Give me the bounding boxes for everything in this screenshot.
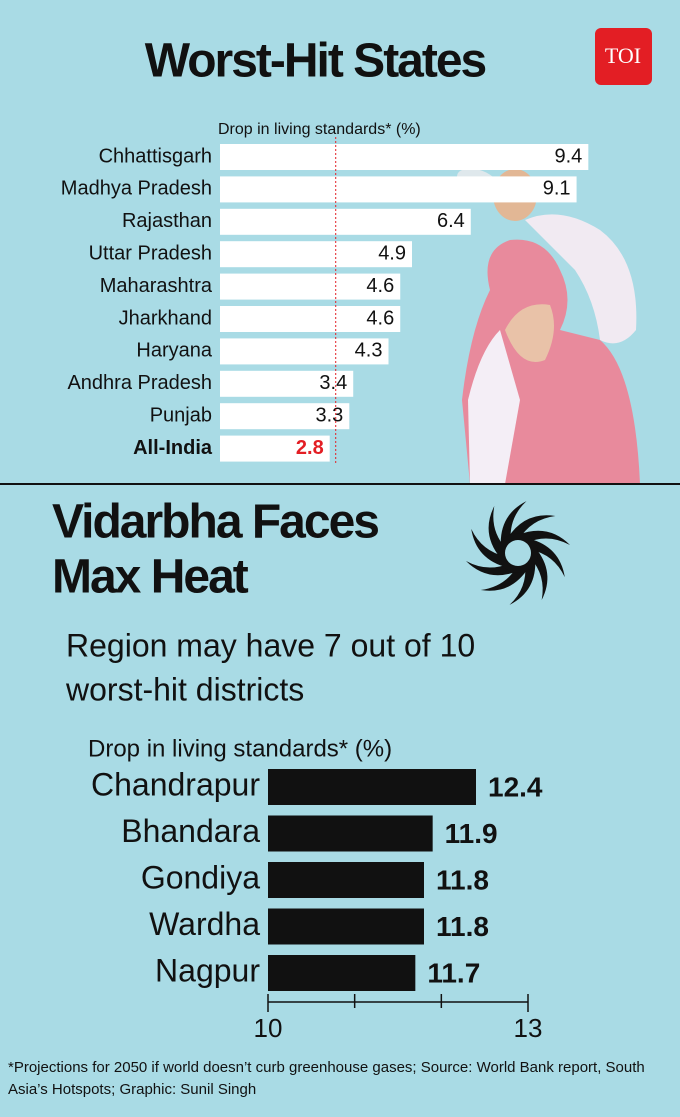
sun-blade xyxy=(509,558,536,605)
bar xyxy=(268,862,424,898)
bar xyxy=(220,241,412,268)
sun-eye xyxy=(505,540,531,566)
value-label: 4.6 xyxy=(366,275,394,297)
bar xyxy=(220,144,589,170)
category-label: Gondiya xyxy=(141,859,260,895)
subtitle: worst-hit districts xyxy=(65,671,304,707)
photo xyxy=(456,168,640,484)
value-label: 11.7 xyxy=(427,957,480,988)
sun-blade xyxy=(471,528,508,568)
chart-title: Worst-Hit States xyxy=(145,35,486,88)
logo: TOI xyxy=(605,43,641,68)
category-label: Jharkhand xyxy=(119,307,212,329)
value-label: 4.6 xyxy=(366,307,394,329)
category-label: Madhya Pradesh xyxy=(61,178,212,200)
category-label: Chandrapur xyxy=(91,766,260,802)
sun-blade xyxy=(518,530,570,545)
value-label: 3.4 xyxy=(319,372,347,394)
value-label: 9.1 xyxy=(543,178,571,200)
category-label: Uttar Pradesh xyxy=(89,242,212,264)
value-label: 11.9 xyxy=(445,818,498,849)
sun-blade xyxy=(528,538,565,578)
sun-icon xyxy=(466,501,570,605)
subtitle: Region may have 7 out of 10 xyxy=(66,627,475,663)
axis-label: Drop in living standards* (%) xyxy=(88,735,392,762)
bar xyxy=(220,176,577,203)
sun-blade xyxy=(466,561,518,576)
bar xyxy=(220,370,354,397)
category-label: Bhandara xyxy=(121,813,260,849)
category-label: Chhattisgarh xyxy=(99,145,212,167)
logo-box xyxy=(595,28,652,85)
sun-blade xyxy=(500,501,527,548)
category-label: Wardha xyxy=(149,906,260,942)
footnote: *Projections for 2050 if world doesn’t c… xyxy=(8,1059,645,1076)
bar xyxy=(220,338,389,365)
category-label: Maharashtra xyxy=(100,275,213,297)
category-label: Nagpur xyxy=(155,952,260,988)
value-label: 9.4 xyxy=(555,145,583,167)
category-label: Andhra Pradesh xyxy=(67,372,212,394)
value-label: 11.8 xyxy=(436,864,489,895)
value-label: 4.9 xyxy=(378,242,406,264)
x-tick-label: 10 xyxy=(254,1013,283,1043)
bar xyxy=(268,955,416,991)
value-label: 3.3 xyxy=(315,404,343,426)
value-label: 12.4 xyxy=(488,771,543,802)
category-label: Rajasthan xyxy=(122,210,212,232)
value-label: 6.4 xyxy=(437,210,465,232)
category-label: Haryana xyxy=(136,340,212,362)
bar xyxy=(268,769,476,805)
bar xyxy=(220,435,330,462)
x-tick-label: 13 xyxy=(514,1013,543,1043)
chart-title: Vidarbha Faces xyxy=(52,496,378,549)
category-label: All-India xyxy=(133,437,213,459)
bar xyxy=(220,208,471,235)
bar xyxy=(268,815,433,852)
chart-title: Max Heat xyxy=(52,551,249,604)
bar xyxy=(268,908,424,945)
value-label: 11.8 xyxy=(436,911,489,942)
footnote: Asia’s Hotspots; Graphic: Sunil Singh xyxy=(8,1081,256,1098)
value-label: 4.3 xyxy=(355,340,383,362)
bar xyxy=(220,306,401,332)
axis-label: Drop in living standards* (%) xyxy=(218,121,421,138)
category-label: Punjab xyxy=(150,404,212,426)
bar xyxy=(220,273,401,300)
bar xyxy=(220,403,350,430)
value-label: 2.8 xyxy=(296,437,324,459)
